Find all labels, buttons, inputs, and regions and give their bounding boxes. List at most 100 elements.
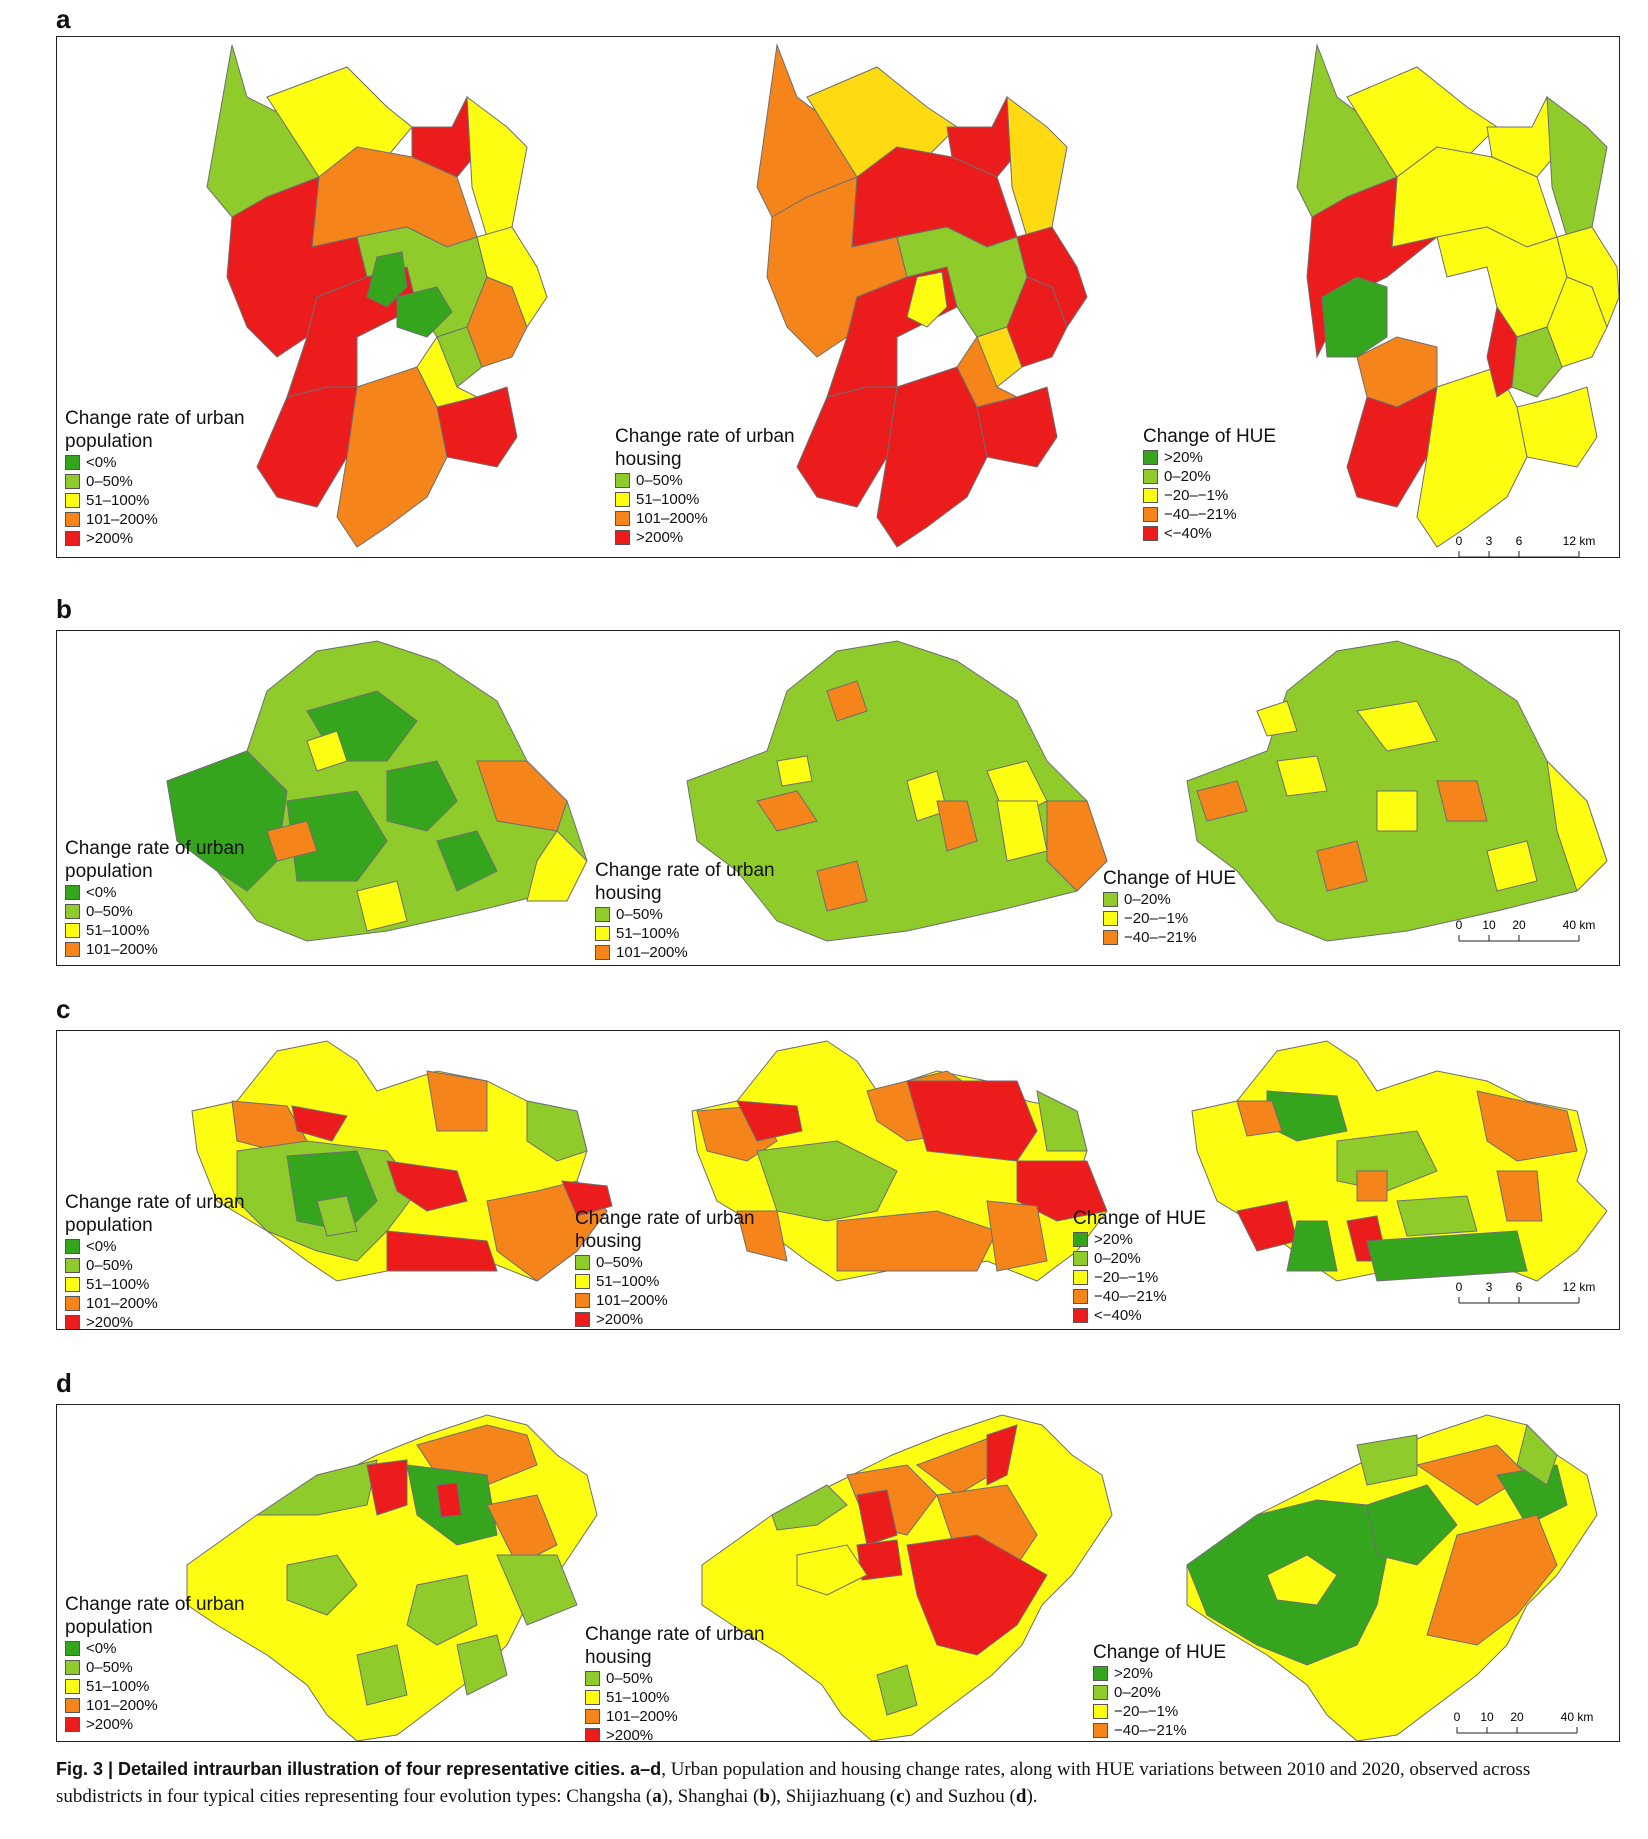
panel-letter-d: d [56, 1368, 72, 1398]
legend-swatch [65, 531, 80, 546]
legend-swatch [1073, 1308, 1088, 1323]
map-changsha-population [206, 44, 548, 548]
legend-swatch [595, 907, 610, 922]
legend-swatch [65, 1717, 80, 1732]
legend-label: >20% [1094, 1231, 1133, 1248]
legend-housing: Change rate of urban housing 0–50% 51–100%… [595, 859, 785, 962]
legend-item: 0–50% [65, 1658, 255, 1677]
legend-item: 101–200% [65, 510, 255, 529]
legend-label: 0–50% [86, 1257, 133, 1274]
legend-swatch [585, 1690, 600, 1705]
figure-title: Detailed intraurban illustration of four… [118, 1759, 662, 1779]
legend-item: 101–200% [585, 1707, 775, 1726]
legend-population: Change rate of urban population <0% 0–50% 5… [65, 1593, 255, 1734]
legend-item: >20% [1093, 1664, 1283, 1683]
legend-swatch [65, 455, 80, 470]
legend-swatch [1103, 930, 1118, 945]
legend-title: Change of HUE [1103, 868, 1237, 889]
legend-item: 101–200% [65, 940, 255, 959]
legend-label: 101–200% [636, 510, 708, 527]
legend-item: >20% [1143, 448, 1333, 467]
legend-swatch [595, 945, 610, 960]
legend-item: 51–100% [575, 1272, 765, 1291]
legend-hue: Change of HUE >20% 0–20% −20–−1% −40–−21% <−4… [1073, 1207, 1263, 1325]
scale-tick-label: 6 [1516, 1280, 1523, 1294]
legend-label: <0% [86, 454, 117, 471]
legend-title: Change of HUE [1143, 426, 1277, 447]
legend-label: 101–200% [606, 1708, 678, 1725]
legend-label: >200% [86, 1716, 134, 1733]
legend-title: Change of HUE [1093, 1642, 1227, 1663]
legend-label: <−40% [1094, 1307, 1142, 1324]
legend-label: 0–50% [596, 1254, 643, 1271]
caption-text-3: ), Shijiazhuang ( [769, 1786, 897, 1807]
legend-item: 51–100% [65, 921, 255, 940]
legend-item: 101–200% [575, 1291, 765, 1310]
legend-item: 101–200% [595, 943, 785, 962]
legend-item: <0% [65, 1639, 255, 1658]
legend-label: 51–100% [86, 922, 150, 939]
legend-label: <0% [86, 884, 117, 901]
legend-label: 0–20% [1094, 1250, 1141, 1267]
panel-c-maps [191, 1040, 1608, 1282]
legend-swatch [1073, 1232, 1088, 1247]
legend-item: >200% [65, 1715, 255, 1734]
legend-swatch [595, 926, 610, 941]
legend-swatch [1143, 526, 1158, 541]
legend-swatch [1143, 507, 1158, 522]
legend-housing: Change rate of urban housing 0–50% 51–100%… [575, 1207, 765, 1329]
legend-label: 0–50% [86, 903, 133, 920]
legend-label: 0–20% [1114, 1684, 1161, 1701]
panel-c-shijiazhuang: Change rate of urban population <0% 0–50% 5… [56, 1030, 1620, 1330]
legend-swatch [65, 1698, 80, 1713]
legend-label: 0–50% [606, 1670, 653, 1687]
legend-label: −40–−21% [1124, 929, 1197, 946]
legend-swatch [1093, 1685, 1108, 1700]
legend-item: 51–100% [65, 1677, 255, 1696]
scale-tick-label: 0 [1456, 1280, 1463, 1294]
caption-text-5: ). [1026, 1786, 1038, 1807]
legend-item: 51–100% [65, 1275, 255, 1294]
scale-bar: 0 3 6 12 km [1456, 534, 1595, 557]
legend-housing: Change rate of urban housing 0–50% 51–100%… [585, 1623, 775, 1741]
caption-ref-d: d [1015, 1786, 1027, 1807]
legend-swatch [65, 1239, 80, 1254]
legend-swatch [65, 1660, 80, 1675]
map-shanghai-population [166, 640, 588, 942]
scale-bar: 0 10 20 40 km [1454, 1710, 1594, 1734]
panel-d-maps [186, 1414, 1598, 1741]
legend-hue: Change of HUE >20% 0–20% −20–−1% −40–−21% [1093, 1641, 1283, 1740]
legend-item: 0–20% [1143, 467, 1333, 486]
legend-label: 51–100% [636, 491, 700, 508]
legend-item: 101–200% [615, 509, 805, 528]
legend-title: Change rate of urban housing [575, 1208, 755, 1252]
scale-tick-label: 3 [1486, 534, 1493, 548]
legend-swatch [585, 1671, 600, 1686]
legend-label: <0% [86, 1238, 117, 1255]
map-suzhou-hue [1186, 1414, 1598, 1741]
legend-swatch [575, 1274, 590, 1289]
map-shijiazhuang-housing [691, 1040, 1108, 1282]
legend-swatch [65, 923, 80, 938]
legend-label: 101–200% [86, 1295, 158, 1312]
caption-ref-b: b [759, 1786, 770, 1807]
legend-swatch [65, 885, 80, 900]
panel-a-maps [206, 43, 1619, 548]
legend-swatch [1103, 911, 1118, 926]
legend-item: 101–200% [65, 1696, 255, 1715]
map-shanghai-housing [686, 640, 1108, 942]
legend-item: 0–20% [1073, 1249, 1263, 1268]
legend-item: <−40% [1143, 524, 1333, 543]
legend-item: 0–20% [1103, 890, 1293, 909]
legend-item: −40–−21% [1103, 928, 1293, 947]
legend-label: 0–50% [636, 472, 683, 489]
legend-item: 0–50% [65, 902, 255, 921]
legend-label: 101–200% [596, 1292, 668, 1309]
legend-swatch [1143, 469, 1158, 484]
caption-text-1: , Urban population and housing change ra… [56, 1759, 1531, 1807]
legend-item: −20–−1% [1093, 1702, 1283, 1721]
caption-text-4: ) and Suzhou ( [904, 1786, 1016, 1807]
legend-label: −20–−1% [1164, 487, 1229, 504]
scale-end-label: 40 km [1561, 1710, 1594, 1724]
scale-tick-label: 10 [1480, 1710, 1494, 1724]
